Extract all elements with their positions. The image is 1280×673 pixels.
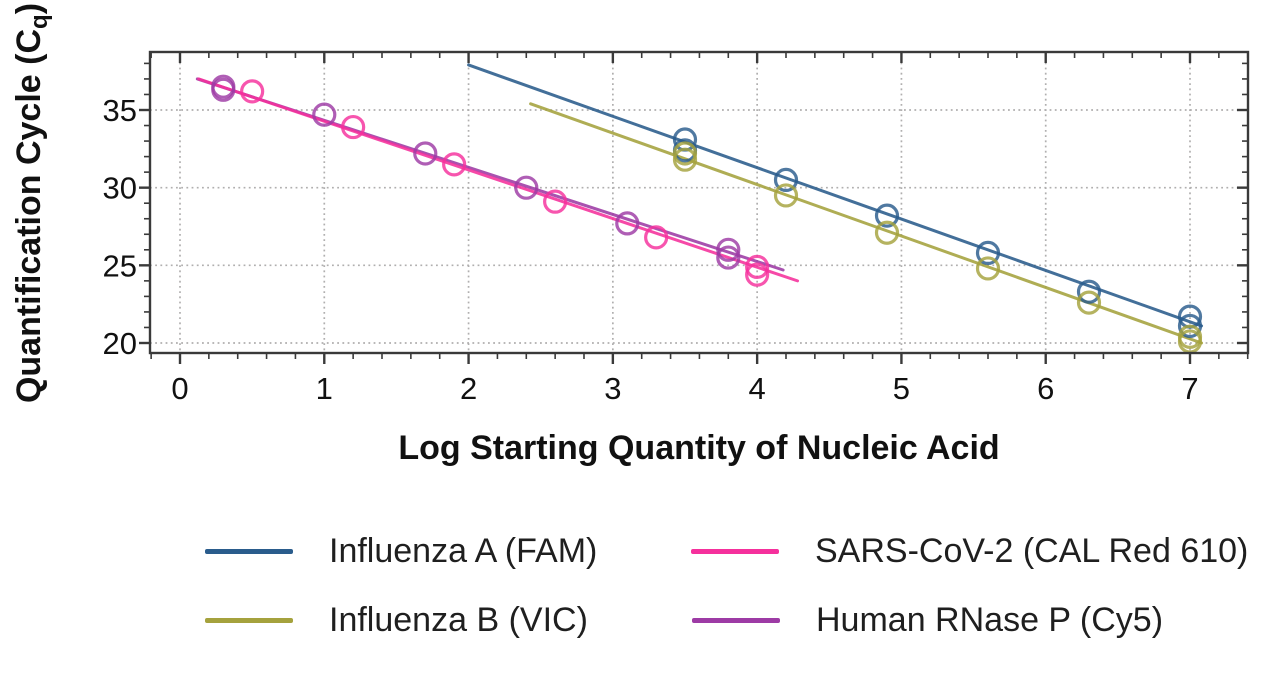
data-point-human-rnase-p-cy5- <box>312 102 337 127</box>
legend-item-influenza-b: Influenza B (VIC) <box>205 600 588 640</box>
data-point-influenza-a-fam- <box>874 203 900 228</box>
legend-item-influenza-a: Influenza A (FAM) <box>205 531 597 571</box>
legend-item-sars-cov-2: SARS-CoV-2 (CAL Red 610) <box>691 531 1248 571</box>
data-point-human-rnase-p-cy5- <box>615 211 640 236</box>
y-tick-label-30: 30 <box>103 171 137 206</box>
y-axis-title: Quantification Cycle (Cq) <box>10 3 53 403</box>
data-point-human-rnase-p-cy5- <box>514 175 539 200</box>
y-tick-label-35: 35 <box>103 93 137 128</box>
legend-label-influenza-b: Influenza B (VIC) <box>329 601 588 639</box>
data-point-human-rnase-p-cy5- <box>716 237 741 262</box>
x-tick-label-7: 7 <box>1181 371 1198 406</box>
x-tick-label-5: 5 <box>893 371 910 406</box>
legend-label-human-rnase-p: Human RNase P (Cy5) <box>816 601 1164 639</box>
data-point-influenza-b-vic- <box>975 256 1001 281</box>
legend-label-influenza-a: Influenza A (FAM) <box>329 532 598 570</box>
data-point-sars-cov-2-cal-red-610- <box>442 152 467 177</box>
data-point-influenza-b-vic- <box>773 183 799 208</box>
x-tick-label-0: 0 <box>171 371 188 406</box>
x-tick-label-1: 1 <box>316 371 333 406</box>
data-point-human-rnase-p-cy5- <box>716 245 741 270</box>
x-tick-label-3: 3 <box>604 371 621 406</box>
data-point-influenza-a-fam- <box>773 167 799 192</box>
data-point-influenza-b-vic- <box>874 220 900 245</box>
data-point-sars-cov-2-cal-red-610- <box>543 189 568 214</box>
x-tick-label-6: 6 <box>1037 371 1054 406</box>
y-tick-label-20: 20 <box>103 326 137 361</box>
data-point-influenza-a-fam- <box>975 240 1001 266</box>
data-point-influenza-b-vic- <box>672 147 698 172</box>
legend-item-human-rnase-p: Human RNase P (Cy5) <box>692 600 1163 640</box>
legend-label-sars-cov-2: SARS-CoV-2 (CAL Red 610) <box>815 532 1249 570</box>
data-point-influenza-b-vic- <box>672 141 698 166</box>
legend-swatch-influenza-b <box>205 617 293 623</box>
x-tick-label-2: 2 <box>460 371 477 406</box>
legend-swatch-sars-cov-2 <box>691 548 779 554</box>
data-point-sars-cov-2-cal-red-610- <box>745 254 770 279</box>
x-axis-title: Log Starting Quantity of Nucleic Acid <box>398 429 999 467</box>
data-point-influenza-a-fam- <box>1076 279 1102 304</box>
series-line-sars-cov-2-cal-red-610- <box>197 77 800 283</box>
y-tick-label-25: 25 <box>103 248 137 283</box>
data-point-sars-cov-2-cal-red-610- <box>240 79 265 104</box>
data-point-influenza-b-vic- <box>1076 290 1102 315</box>
data-point-sars-cov-2-cal-red-610- <box>341 114 366 140</box>
legend-swatch-influenza-a <box>205 548 293 554</box>
data-point-sars-cov-2-cal-red-610- <box>745 262 770 287</box>
data-point-human-rnase-p-cy5- <box>211 77 236 102</box>
data-point-human-rnase-p-cy5- <box>413 141 438 166</box>
x-tick-label-4: 4 <box>749 371 766 406</box>
series-line-influenza-a-fam- <box>467 63 1204 328</box>
data-point-influenza-a-fam- <box>1177 313 1203 339</box>
legend-swatch-human-rnase-p <box>692 617 780 623</box>
data-point-sars-cov-2-cal-red-610- <box>644 225 669 250</box>
